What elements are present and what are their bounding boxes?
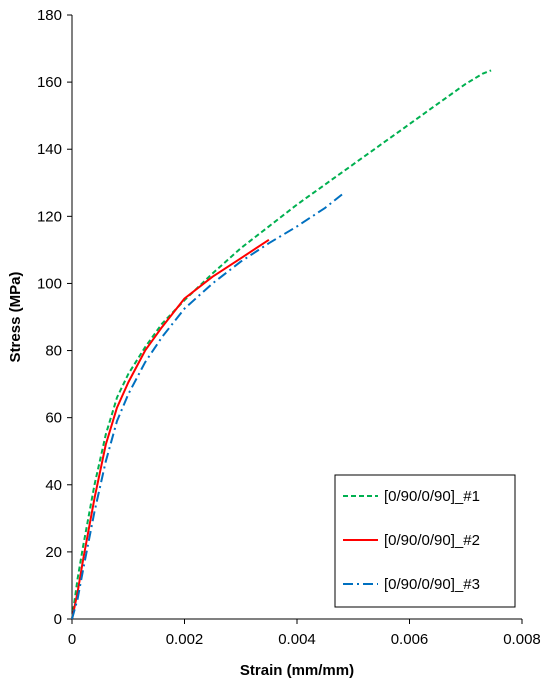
x-tick-label: 0.006 [391, 631, 429, 648]
x-tick-label: 0.008 [503, 631, 541, 648]
tick-labels: 0 20 40 60 80 100 120 140 160 180 0 0.002 0.004 0.006… [37, 7, 541, 648]
x-tick-label: 0 [68, 631, 76, 648]
y-tick-label: 20 [45, 544, 62, 561]
y-axis-label: Stress (MPa) [7, 272, 24, 363]
series-line-2 [71, 238, 270, 620]
y-tick-label: 160 [37, 74, 62, 91]
y-tick-label: 60 [45, 410, 62, 427]
series-line-1 [71, 69, 492, 620]
x-axis-label: Strain (mm/mm) [240, 662, 354, 679]
series-lines [71, 69, 492, 620]
series-line-3 [71, 193, 343, 620]
axes [67, 14, 523, 624]
legend: [0/90/0/90]_#1 [0/90/0/90]_#2 [0/90/0/90]_… [334, 474, 516, 608]
legend-label-3: [0/90/0/90]_#3 [384, 576, 480, 593]
y-tick-label: 120 [37, 208, 62, 225]
y-tick-label: 40 [45, 477, 62, 494]
y-tick-label: 180 [37, 7, 62, 24]
y-tick-label: 100 [37, 275, 62, 292]
x-tick-label: 0.002 [166, 631, 204, 648]
x-tick-label: 0.004 [278, 631, 316, 648]
y-tick-label: 0 [54, 611, 62, 628]
y-tick-label: 140 [37, 141, 62, 158]
y-tick-label: 80 [45, 343, 62, 360]
legend-label-2: [0/90/0/90]_#2 [384, 532, 480, 549]
legend-label-1: [0/90/0/90]_#1 [384, 488, 480, 505]
